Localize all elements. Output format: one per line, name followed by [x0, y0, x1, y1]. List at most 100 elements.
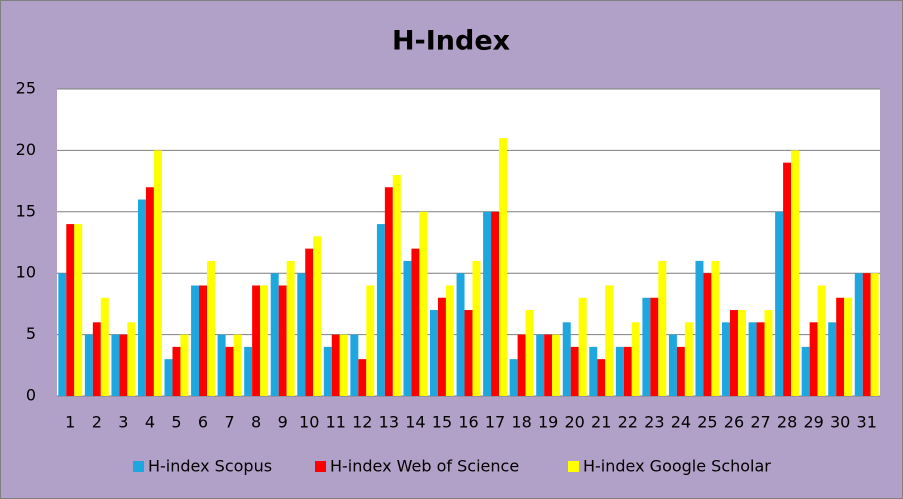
- bar: [331, 334, 340, 396]
- legend-swatch: [568, 461, 579, 472]
- x-tick-label: 23: [644, 413, 664, 432]
- bar: [233, 334, 242, 396]
- bar: [339, 334, 348, 396]
- bar: [376, 224, 385, 396]
- bar: [164, 359, 173, 396]
- bar: [119, 334, 128, 396]
- bar: [658, 260, 667, 396]
- bar: [286, 260, 295, 396]
- bar: [358, 359, 367, 396]
- bar: [764, 310, 773, 396]
- x-tick-label: 20: [565, 413, 585, 432]
- bar: [74, 224, 83, 396]
- x-tick-label: 11: [326, 413, 346, 432]
- bar: [650, 297, 659, 396]
- bar: [145, 187, 154, 396]
- bar: [737, 310, 746, 396]
- bar: [862, 273, 871, 396]
- bar: [722, 322, 731, 396]
- x-tick-label: 26: [724, 413, 744, 432]
- bar: [703, 273, 712, 396]
- bar: [684, 322, 693, 396]
- y-tick-label: 15: [16, 201, 36, 220]
- bar: [217, 334, 226, 396]
- x-tick-label: 24: [671, 413, 691, 432]
- bar: [153, 150, 162, 396]
- bar: [392, 174, 401, 396]
- bar: [137, 199, 146, 396]
- x-tick-label: 3: [118, 413, 128, 432]
- bar: [445, 285, 454, 396]
- x-tick-label: 12: [352, 413, 372, 432]
- bar: [58, 273, 67, 396]
- chart-title: H-Index: [392, 26, 510, 57]
- bar: [828, 322, 837, 396]
- bar: [206, 260, 215, 396]
- bar: [411, 248, 420, 396]
- x-tick-label: 25: [697, 413, 717, 432]
- bar: [66, 224, 75, 396]
- bar: [384, 187, 393, 396]
- bar: [562, 322, 571, 396]
- bar: [756, 322, 765, 396]
- bar: [836, 297, 845, 396]
- x-tick-label: 19: [538, 413, 558, 432]
- x-tick-label: 14: [405, 413, 425, 432]
- x-tick-label: 13: [379, 413, 399, 432]
- bar: [631, 322, 640, 396]
- x-tick-label: 9: [278, 413, 288, 432]
- bar: [172, 346, 181, 396]
- bar: [456, 273, 465, 396]
- bar: [589, 346, 598, 396]
- bar: [92, 322, 101, 396]
- bar: [191, 285, 200, 396]
- x-tick-label: 21: [591, 413, 611, 432]
- bar: [711, 260, 720, 396]
- x-tick-label: 4: [145, 413, 155, 432]
- bar: [570, 346, 579, 396]
- x-tick-label: 1: [65, 413, 75, 432]
- bar: [278, 285, 287, 396]
- bar: [536, 334, 545, 396]
- legend-label: H-index Web of Science: [330, 457, 519, 476]
- bar: [775, 211, 784, 396]
- bar: [270, 273, 279, 396]
- bar: [419, 211, 428, 396]
- bar: [403, 260, 412, 396]
- bar: [517, 334, 526, 396]
- bar: [623, 346, 632, 396]
- bar: [366, 285, 375, 396]
- bar: [225, 346, 234, 396]
- bar: [260, 285, 269, 396]
- bar: [844, 297, 853, 396]
- legend-swatch: [133, 461, 144, 472]
- bar: [472, 260, 481, 396]
- bar: [730, 310, 738, 396]
- y-tick-label: 20: [16, 140, 36, 159]
- bar: [668, 334, 677, 396]
- bar: [748, 322, 757, 396]
- bar: [491, 211, 500, 396]
- bar: [437, 297, 446, 396]
- bar: [84, 334, 93, 396]
- y-tick-label: 25: [16, 79, 36, 98]
- bar: [676, 346, 685, 396]
- bar: [297, 273, 306, 396]
- legend-swatch: [315, 461, 326, 472]
- x-tick-label: 31: [857, 413, 877, 432]
- x-tick-label: 27: [750, 413, 770, 432]
- y-tick-label: 5: [26, 324, 36, 343]
- bar: [180, 334, 189, 396]
- bar: [111, 334, 120, 396]
- x-tick-label: 10: [299, 413, 319, 432]
- bar: [791, 150, 800, 396]
- bar: [544, 334, 553, 396]
- x-tick-label: 28: [777, 413, 797, 432]
- bar: [783, 162, 792, 396]
- bar: [430, 310, 438, 396]
- bar: [642, 297, 651, 396]
- bar: [313, 236, 322, 396]
- x-tick-label: 2: [92, 413, 102, 432]
- x-tick-label: 29: [803, 413, 823, 432]
- bar: [854, 273, 863, 396]
